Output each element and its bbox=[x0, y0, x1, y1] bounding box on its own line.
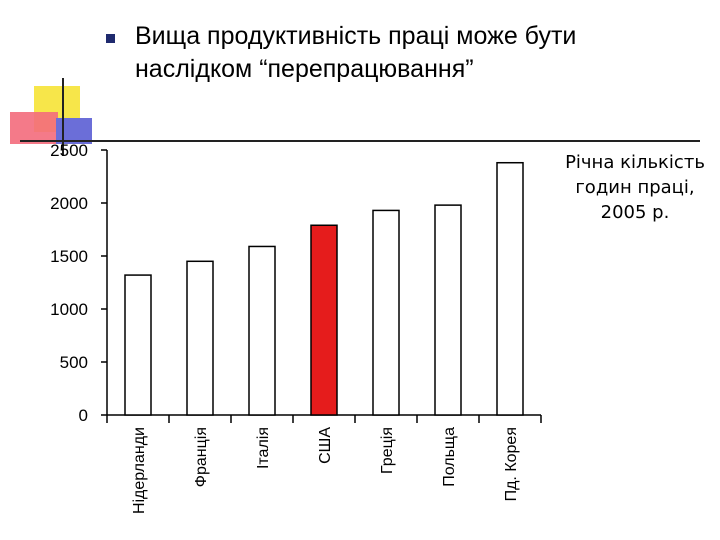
bar bbox=[186, 260, 214, 416]
decoration-pink-square bbox=[10, 112, 58, 144]
chart-side-note: Річна кількість годин праці, 2005 р. bbox=[565, 152, 705, 223]
y-tick-label: 2500 bbox=[50, 141, 88, 160]
bar-highlighted bbox=[310, 224, 338, 416]
x-category-label: Пд. Корея bbox=[503, 427, 520, 501]
bar bbox=[372, 209, 400, 416]
bar bbox=[496, 161, 524, 416]
slide-title: Вища продуктивність праці може бути насл… bbox=[135, 22, 577, 83]
x-category-label: Польща bbox=[441, 427, 458, 487]
decoration-vertical-line bbox=[62, 78, 64, 156]
square-bullet-icon bbox=[106, 34, 115, 43]
x-category-label: США bbox=[317, 427, 334, 464]
x-category-label: Італія bbox=[255, 427, 272, 469]
title-divider-line bbox=[20, 140, 700, 142]
y-tick-label: 0 bbox=[79, 406, 88, 425]
bar bbox=[124, 274, 152, 416]
y-tick-label: 1000 bbox=[50, 300, 88, 319]
y-tick-label: 500 bbox=[60, 353, 88, 372]
y-tick-label: 1500 bbox=[50, 247, 88, 266]
bar bbox=[434, 204, 462, 416]
x-category-label: Греція bbox=[379, 427, 396, 474]
x-category-label: Франція bbox=[193, 427, 210, 487]
x-category-label: Нідерланди bbox=[131, 427, 148, 514]
bar bbox=[248, 245, 276, 416]
y-tick-label: 2000 bbox=[50, 194, 88, 213]
